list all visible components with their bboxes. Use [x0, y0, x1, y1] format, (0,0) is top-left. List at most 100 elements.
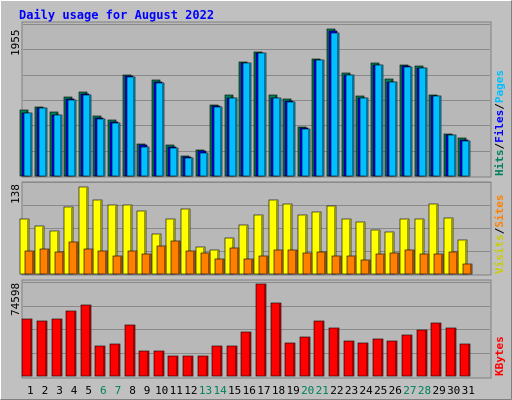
- x-tick-label: 18: [272, 384, 285, 397]
- bar-shade: [410, 336, 412, 376]
- bar-shade: [349, 220, 351, 274]
- bar-shade: [397, 254, 399, 274]
- bar-shade: [366, 344, 368, 376]
- bar-shade: [135, 252, 137, 274]
- bar-shade: [249, 64, 251, 176]
- bar-shade: [62, 253, 64, 274]
- bar-shade: [366, 99, 368, 176]
- y-max-label-hits: 1955: [9, 30, 22, 57]
- bar-shade: [454, 136, 456, 176]
- x-tick-label: 27: [403, 384, 416, 397]
- bar-shade: [191, 159, 193, 176]
- x-tick-label: 11: [170, 384, 183, 397]
- legend-kbytes: KBytes: [493, 336, 506, 376]
- bar-shade: [235, 347, 237, 376]
- bar-shade: [395, 342, 397, 376]
- x-tick-label: 1: [27, 384, 34, 397]
- bar-shade: [308, 338, 310, 376]
- x-tick-label: 10: [155, 384, 168, 397]
- bar-shade: [363, 223, 365, 274]
- legend-hits-files-pages: Hits/Files/Pages: [493, 70, 506, 176]
- legend-entry: /: [493, 143, 506, 150]
- bar-shade: [293, 103, 295, 176]
- bar-shade: [381, 340, 383, 376]
- bar-shade: [206, 357, 208, 376]
- bar-shade: [436, 205, 438, 274]
- bar-shade: [264, 54, 266, 176]
- bar-shade: [470, 265, 472, 274]
- bar-shade: [441, 255, 443, 274]
- bar-shade: [74, 101, 76, 176]
- x-tick-label: 5: [85, 384, 92, 397]
- bar-shade: [305, 216, 307, 274]
- x-tick-label: 17: [257, 384, 270, 397]
- x-tick-label: 30: [447, 384, 460, 397]
- x-tick-label: 13: [199, 384, 212, 397]
- legend-entry: Hits: [493, 150, 506, 177]
- bar-shade: [322, 322, 324, 376]
- bar-shade: [76, 243, 78, 274]
- bar-shade: [266, 257, 268, 274]
- bar-shade: [47, 250, 49, 274]
- bar-shade: [176, 357, 178, 376]
- bar-shade: [425, 69, 427, 176]
- bar-shade: [222, 260, 224, 274]
- bar-shade: [439, 97, 441, 176]
- x-tick-label: 7: [115, 384, 122, 397]
- x-tick-label: 6: [100, 384, 107, 397]
- y-max-label-visits: 138: [9, 184, 22, 204]
- bar-shade: [103, 120, 105, 176]
- bar-shade: [133, 78, 135, 176]
- bar-shade: [60, 320, 62, 376]
- x-tick-label: 9: [144, 384, 151, 397]
- x-tick-label: 28: [418, 384, 431, 397]
- bar-shade: [378, 231, 380, 274]
- bar-shade: [395, 83, 397, 176]
- legend-entry: Sites: [493, 195, 506, 228]
- x-tick-label: 8: [129, 384, 136, 397]
- bar-shade: [334, 207, 336, 274]
- legend-entry: Pages: [493, 70, 506, 103]
- bar-shade: [147, 352, 149, 376]
- legend-entry: /: [493, 103, 506, 110]
- bar-shade: [176, 149, 178, 176]
- bar-shade: [105, 252, 107, 274]
- bars: [19, 28, 473, 377]
- x-tick-label: 26: [389, 384, 402, 397]
- x-tick-label: 14: [213, 384, 227, 397]
- bar-shade: [422, 220, 424, 274]
- x-tick-label: 23: [345, 384, 358, 397]
- bar-shade: [281, 251, 283, 274]
- bar-shade: [276, 201, 278, 274]
- bar-shade: [310, 254, 312, 274]
- x-tick-label: 22: [330, 384, 343, 397]
- bar-shade: [115, 206, 117, 274]
- bar-shade: [89, 306, 91, 376]
- bar-shade: [425, 331, 427, 376]
- bar-shade: [208, 254, 210, 274]
- bar-shade: [279, 99, 281, 176]
- bar-shade: [86, 188, 88, 274]
- bar-shade: [118, 345, 120, 376]
- bar-shade: [261, 216, 263, 274]
- bar-shade: [100, 201, 102, 274]
- bar-shade: [264, 285, 266, 376]
- bar-shade: [427, 255, 429, 274]
- bar-shade: [32, 252, 34, 274]
- x-tick-label: 4: [71, 384, 78, 397]
- bar-shade: [60, 116, 62, 176]
- bar-shade: [162, 84, 164, 176]
- bar-shade: [103, 347, 105, 376]
- bar-shade: [118, 124, 120, 176]
- bar-shade: [144, 212, 146, 274]
- bar-shade: [45, 322, 47, 376]
- bar-shade: [322, 61, 324, 176]
- bar-shade: [352, 76, 354, 176]
- bar-shade: [30, 114, 32, 176]
- chart-title: Daily usage for August 2022: [19, 8, 214, 22]
- x-tick-label: 31: [462, 384, 475, 397]
- bar-shade: [220, 347, 222, 376]
- legend-entry: KBytes: [493, 336, 506, 376]
- x-tick-label: 2: [42, 384, 49, 397]
